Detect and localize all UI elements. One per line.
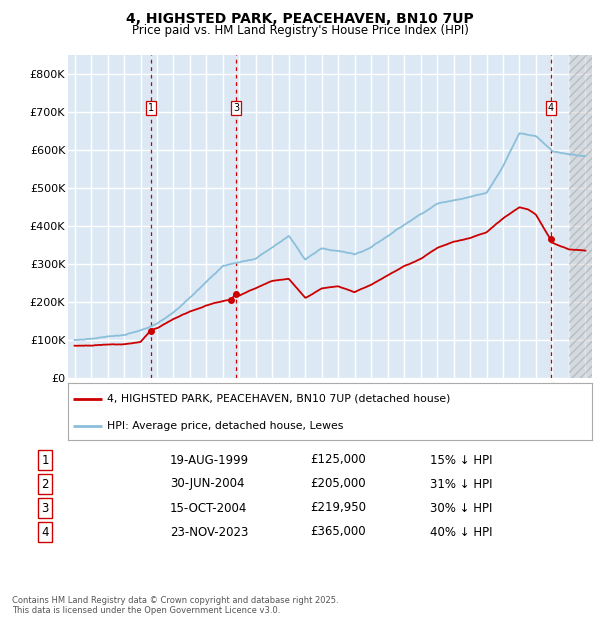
Text: 4, HIGHSTED PARK, PEACEHAVEN, BN10 7UP (detached house): 4, HIGHSTED PARK, PEACEHAVEN, BN10 7UP (… xyxy=(107,394,451,404)
Text: 19-AUG-1999: 19-AUG-1999 xyxy=(170,453,249,466)
Text: 23-NOV-2023: 23-NOV-2023 xyxy=(170,526,248,539)
Text: 3: 3 xyxy=(233,103,239,113)
Text: 4, HIGHSTED PARK, PEACEHAVEN, BN10 7UP: 4, HIGHSTED PARK, PEACEHAVEN, BN10 7UP xyxy=(126,12,474,26)
Text: HPI: Average price, detached house, Lewes: HPI: Average price, detached house, Lewe… xyxy=(107,421,344,431)
Text: 30% ↓ HPI: 30% ↓ HPI xyxy=(430,502,493,515)
Text: 40% ↓ HPI: 40% ↓ HPI xyxy=(430,526,493,539)
Text: 4: 4 xyxy=(548,103,554,113)
Text: 31% ↓ HPI: 31% ↓ HPI xyxy=(430,477,493,490)
Text: Price paid vs. HM Land Registry's House Price Index (HPI): Price paid vs. HM Land Registry's House … xyxy=(131,24,469,37)
Text: 1: 1 xyxy=(41,453,49,466)
Text: 15% ↓ HPI: 15% ↓ HPI xyxy=(430,453,493,466)
Text: Contains HM Land Registry data © Crown copyright and database right 2025.
This d: Contains HM Land Registry data © Crown c… xyxy=(12,596,338,615)
Text: 15-OCT-2004: 15-OCT-2004 xyxy=(170,502,247,515)
Text: £219,950: £219,950 xyxy=(310,502,366,515)
Text: £125,000: £125,000 xyxy=(310,453,366,466)
Text: 2: 2 xyxy=(41,477,49,490)
Text: 1: 1 xyxy=(148,103,154,113)
Text: 30-JUN-2004: 30-JUN-2004 xyxy=(170,477,245,490)
Text: 3: 3 xyxy=(41,502,49,515)
Text: £365,000: £365,000 xyxy=(310,526,365,539)
Text: 4: 4 xyxy=(41,526,49,539)
Text: £205,000: £205,000 xyxy=(310,477,365,490)
Bar xyxy=(569,55,600,378)
